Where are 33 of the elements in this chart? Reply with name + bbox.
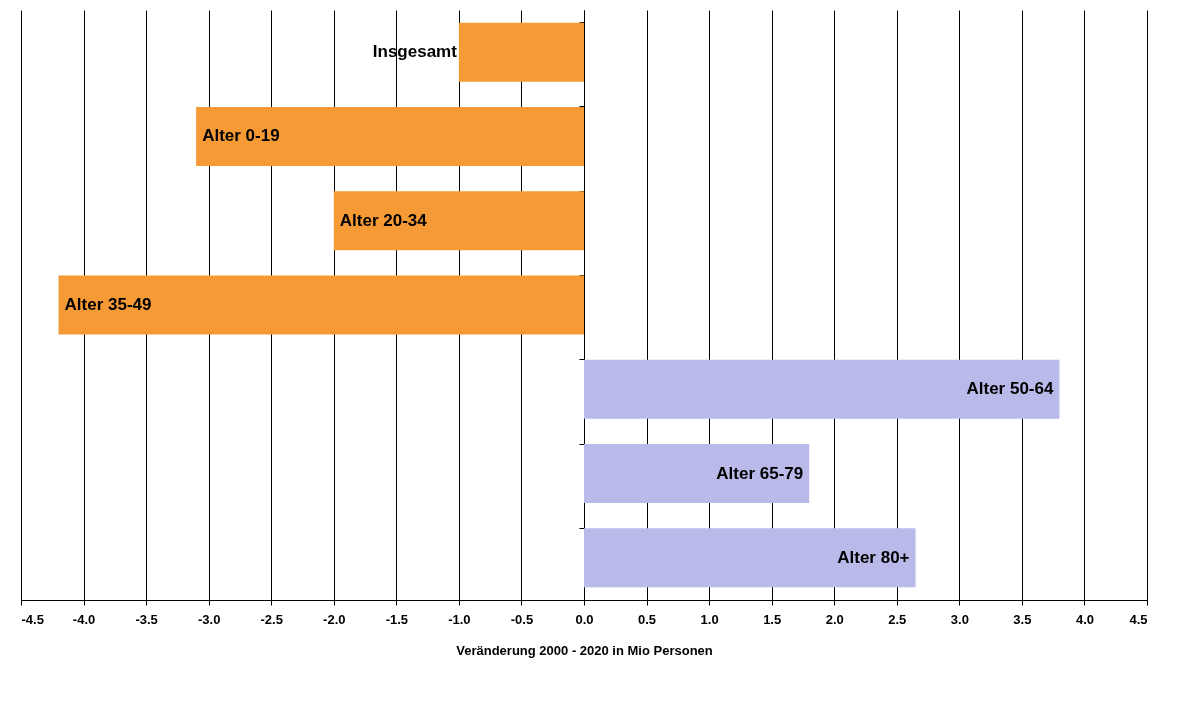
x-tick-label: -2.5 xyxy=(260,611,283,627)
bar xyxy=(458,22,584,82)
bar xyxy=(333,191,584,251)
y-tick-label: Alter 80+ xyxy=(837,547,910,567)
y-tick-label: Alter 65-79 xyxy=(716,463,804,483)
x-tick-label: 1.5 xyxy=(763,611,782,627)
x-tick-label: -4.5 xyxy=(21,611,44,627)
y-tick-label: Alter 20-34 xyxy=(339,210,428,230)
bar xyxy=(584,359,1060,419)
bar xyxy=(584,528,916,588)
x-tick-label: 1.0 xyxy=(700,611,719,627)
x-axis-title: Veränderung 2000 - 2020 in Mio Personen xyxy=(456,642,713,658)
x-tick-label: 3.5 xyxy=(1013,611,1032,627)
x-tick-label: 3.0 xyxy=(950,611,969,627)
x-tick-label: -1.5 xyxy=(385,611,409,627)
x-tick-label: -4.0 xyxy=(72,611,96,627)
x-tick-label: -1.0 xyxy=(448,611,471,627)
x-tick-label: -0.5 xyxy=(510,611,534,627)
x-tick-label: 0.0 xyxy=(575,611,594,627)
x-tick-label: -2.0 xyxy=(323,611,346,627)
x-tick-label: 4.5 xyxy=(1129,611,1148,627)
x-tick-label: 2.0 xyxy=(825,611,844,627)
bar xyxy=(196,106,584,166)
y-tick-label: Alter 0-19 xyxy=(202,126,280,146)
bar xyxy=(584,444,810,504)
x-tick-label: 4.0 xyxy=(1075,611,1094,627)
y-tick-label: Alter 50-64 xyxy=(966,379,1054,399)
x-tick-label: -3.0 xyxy=(197,611,221,627)
y-tick-label: Alter 35-49 xyxy=(64,295,152,314)
x-tick-label: 0.5 xyxy=(638,611,657,627)
x-tick-label: 2.5 xyxy=(888,611,907,627)
x-tick-label: -3.5 xyxy=(135,611,158,627)
bar xyxy=(58,275,584,335)
